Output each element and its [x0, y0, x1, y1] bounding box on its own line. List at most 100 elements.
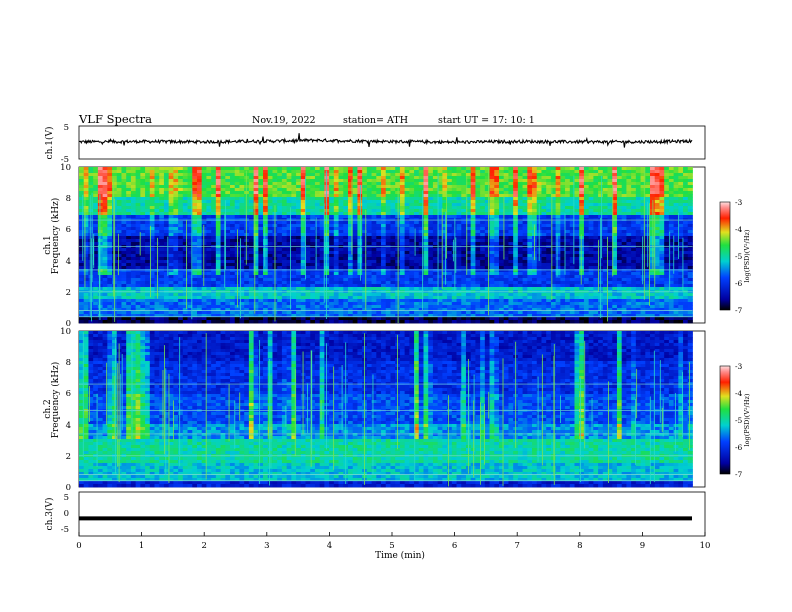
spectrogram-cell	[168, 185, 174, 189]
spectrogram-cell	[664, 179, 670, 183]
spectrogram-cell	[277, 203, 283, 207]
spectrogram-cell	[97, 203, 103, 207]
spectrogram-cell	[192, 194, 198, 198]
spectrogram-cell	[173, 194, 179, 198]
spectrogram-cell	[215, 263, 221, 267]
spectrogram-cell	[333, 230, 339, 234]
spectrogram-cell	[508, 239, 514, 243]
spectrogram-cell	[93, 188, 99, 192]
spectrogram-cell	[499, 227, 505, 231]
spectrogram-cell	[253, 230, 259, 234]
spectrogram-cell	[329, 200, 335, 204]
spectrogram-cell	[314, 206, 321, 210]
spectrogram-cell	[626, 173, 632, 177]
spectrogram-cell	[83, 242, 89, 246]
spectrogram-cell	[333, 275, 339, 279]
spectrogram-cell	[187, 278, 193, 282]
spectrogram-cell	[352, 182, 358, 186]
spectrogram-cell	[541, 239, 547, 243]
spectrogram-cell	[499, 188, 505, 192]
spectrogram-cell	[583, 275, 590, 279]
spectrogram-cell	[215, 185, 221, 189]
spectrogram-cell	[456, 233, 462, 237]
spectrogram-cell	[536, 182, 542, 186]
spectrogram-cell	[281, 257, 288, 261]
spectrogram-cell	[126, 239, 132, 243]
spectrogram-cell	[296, 170, 302, 174]
spectrogram-cell	[126, 188, 132, 192]
spectrogram-cell	[480, 227, 486, 231]
spectrogram-cell	[121, 278, 127, 282]
spectrogram-cell	[409, 221, 415, 225]
spectrogram-cell	[541, 251, 547, 255]
spectrogram-cell	[593, 257, 599, 261]
spectrogram-cell	[437, 260, 443, 264]
spectrogram-cell	[395, 173, 401, 177]
spectrogram-cell	[513, 188, 519, 192]
spectrogram-cell	[291, 197, 297, 201]
spectrogram-cell	[569, 194, 575, 198]
spectrogram-cell	[305, 191, 311, 195]
spectrogram-cell	[390, 206, 396, 210]
spectrogram-cell	[154, 263, 160, 267]
spectrogram-cell	[206, 170, 212, 174]
spectrogram-cell	[687, 257, 693, 261]
spectrogram-cell	[347, 176, 354, 180]
spectrogram-cell	[683, 224, 689, 228]
spectrogram-cell	[683, 251, 689, 255]
spectrogram-cell	[248, 224, 255, 228]
spectrogram-cell	[187, 272, 193, 276]
spectrogram-cell	[437, 209, 443, 213]
spectrogram-cell	[668, 239, 674, 243]
spectrogram-cell	[230, 194, 236, 198]
spectrogram-cell	[678, 263, 684, 267]
spectrogram-cell	[654, 263, 660, 267]
spectrogram-cell	[225, 188, 231, 192]
spectrogram-cell	[244, 212, 250, 216]
spectrogram-cell	[352, 185, 358, 189]
spectrogram-cell	[97, 230, 103, 234]
spectrogram-cell	[112, 167, 118, 171]
spectrogram-cell	[451, 239, 457, 243]
spectrogram-cell	[121, 200, 127, 204]
spectrogram-cell	[428, 269, 434, 273]
spectrogram-cell	[206, 275, 212, 279]
spectrogram-cell	[687, 236, 693, 240]
spectrogram-cell	[211, 260, 217, 264]
spectrogram-cell	[154, 194, 160, 198]
spectrogram-cell	[163, 203, 170, 207]
spectrogram-cell	[366, 242, 372, 246]
spectrogram-cell	[239, 188, 245, 192]
spectrogram-cell	[343, 191, 349, 195]
spectrogram-cell	[404, 263, 410, 267]
spectrogram-cell	[201, 224, 207, 228]
spectrogram-cell	[555, 170, 561, 174]
spectrogram-cell	[418, 215, 424, 219]
spectrogram-cell	[314, 173, 321, 177]
spectrogram-cell	[583, 170, 590, 174]
spectrogram-cell	[432, 212, 439, 216]
spectrogram-cell	[277, 227, 283, 231]
spectrogram-cell	[432, 215, 439, 219]
spectrogram-cell	[206, 260, 212, 264]
spectrogram-cell	[296, 221, 302, 225]
spectrogram-cell	[244, 182, 250, 186]
spectrogram-cell	[296, 224, 302, 228]
spectrogram-cell	[154, 227, 160, 231]
spectrogram-cell	[541, 188, 547, 192]
spectrogram-cell	[206, 236, 212, 240]
spectrogram-cell	[102, 236, 108, 240]
spectrogram-cell	[168, 269, 174, 273]
spectrogram-cell	[112, 173, 118, 177]
spectrogram-cell	[532, 197, 538, 201]
spectrogram-cell	[442, 254, 448, 258]
spectrogram-cell	[414, 191, 420, 195]
spectrogram-cell	[371, 197, 377, 201]
spectrogram-cell	[499, 278, 505, 282]
spectrogram-cell	[234, 182, 240, 186]
spectrogram-cell	[513, 179, 519, 183]
spectrogram-cell	[550, 206, 557, 210]
spectrogram-cell	[88, 236, 94, 240]
spectrogram-cell	[381, 242, 387, 246]
spectrogram-cell	[503, 194, 509, 198]
